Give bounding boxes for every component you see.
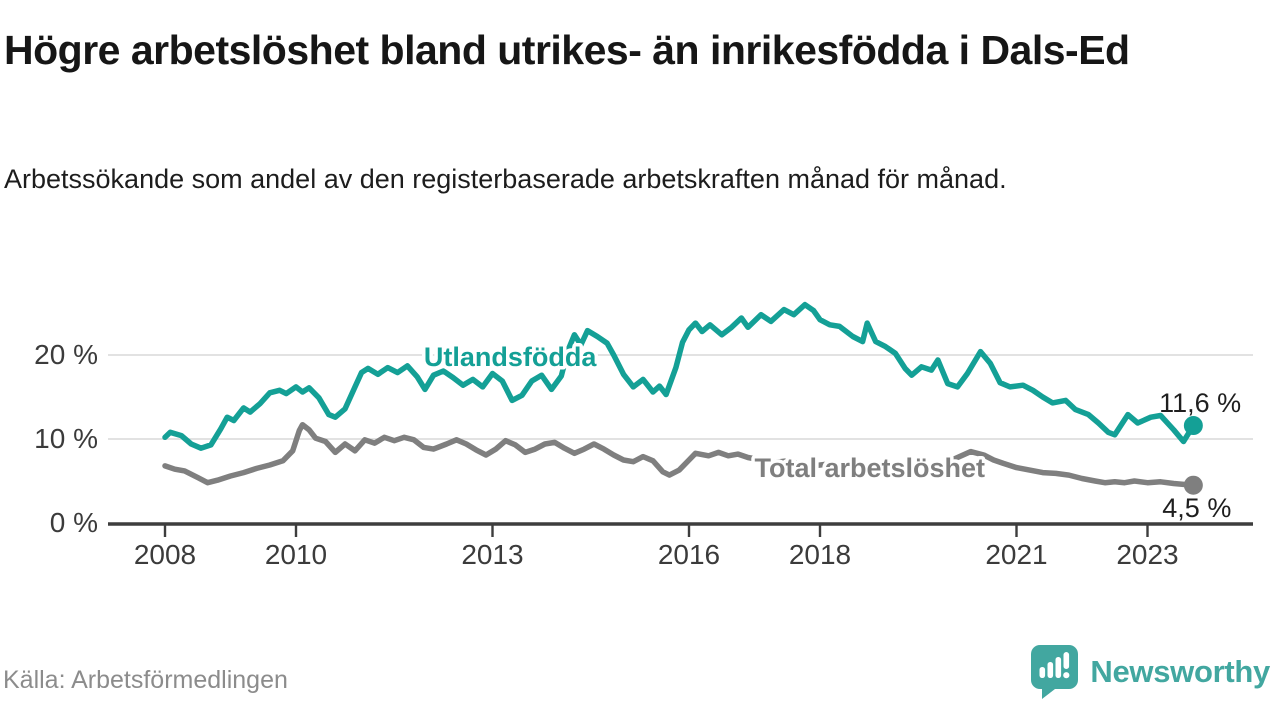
x-tick-label: 2021: [985, 539, 1047, 570]
x-tick-label: 2023: [1116, 539, 1178, 570]
y-tick-label: 20 %: [34, 339, 98, 370]
logo-bar-chart-glyph: [1039, 652, 1070, 679]
newsworthy-logo-text: Newsworthy: [1090, 654, 1270, 689]
series-end-value-label: 4,5 %: [1162, 493, 1231, 523]
series-end-dot: [1183, 416, 1203, 436]
logo-bubble-shape: [1031, 645, 1079, 699]
newsworthy-logo-icon: [1031, 645, 1079, 699]
y-tick-label: 10 %: [34, 423, 98, 454]
series-line-utlandsfodda: [162, 301, 1197, 451]
series-end-dot: [1183, 475, 1203, 495]
source-attribution: Källa: Arbetsförmedlingen: [3, 666, 288, 694]
series-label: Utlandsfödda: [424, 342, 597, 372]
series-end-value-label: 11,6 %: [1159, 388, 1241, 418]
chart-title: Högre arbetslöshet bland utrikes- än inr…: [4, 27, 1130, 73]
series-line-total: [162, 421, 1197, 488]
newsworthy-logo: Newsworthy: [1031, 645, 1270, 699]
x-tick-label: 2010: [265, 539, 327, 570]
series-label: Total arbetslöshet: [755, 453, 986, 483]
x-tick-label: 2008: [134, 539, 196, 570]
x-tick-label: 2016: [658, 539, 720, 570]
chart-subtitle: Arbetssökande som andel av den registerb…: [4, 164, 1007, 194]
x-tick-label: 2018: [789, 539, 851, 570]
x-tick-label: 2013: [461, 539, 523, 570]
y-tick-label: 0 %: [50, 507, 98, 538]
